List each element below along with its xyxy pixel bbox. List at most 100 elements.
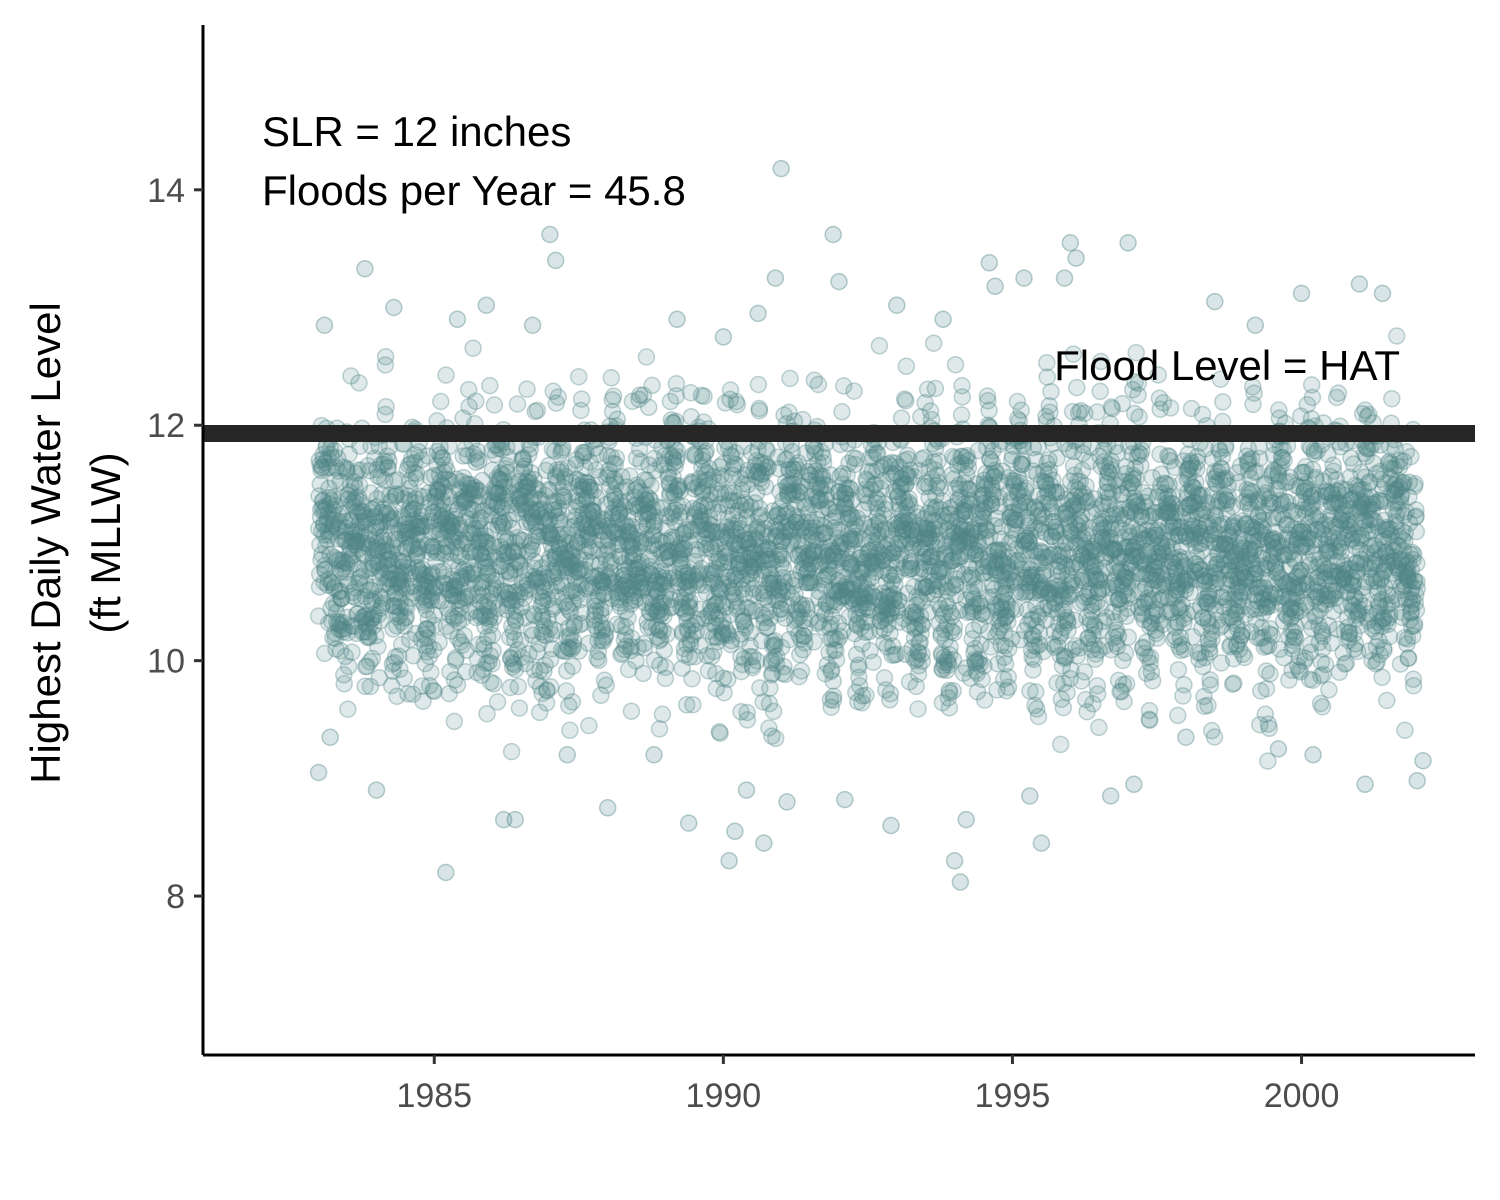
data-point <box>329 506 348 524</box>
data-point <box>429 563 448 581</box>
data-point <box>356 677 374 696</box>
data-point <box>1169 706 1187 725</box>
data-point <box>391 563 410 581</box>
data-point <box>326 471 344 490</box>
data-point <box>327 640 345 658</box>
data-point <box>384 575 403 594</box>
data-point <box>728 395 746 414</box>
data-point <box>381 570 400 588</box>
data-point <box>388 597 406 616</box>
data-point <box>395 669 413 687</box>
data-point <box>346 532 364 551</box>
data-point <box>386 648 405 666</box>
data-point <box>370 513 389 531</box>
data-point <box>358 657 376 676</box>
data-point <box>338 461 356 479</box>
data-point <box>377 505 396 524</box>
data-point <box>401 492 420 510</box>
data-point <box>926 379 945 398</box>
data-point <box>356 575 375 594</box>
data-point <box>394 558 413 576</box>
data-point <box>909 700 927 718</box>
data-point <box>1175 675 1193 694</box>
data-point <box>396 523 414 541</box>
data-point <box>371 587 390 606</box>
data-point <box>354 502 372 521</box>
data-point <box>1275 451 1293 469</box>
data-point <box>407 469 425 488</box>
data-point <box>425 616 444 635</box>
data-point <box>400 479 419 498</box>
data-point <box>356 607 374 625</box>
data-point <box>404 647 423 665</box>
data-point <box>549 388 567 406</box>
data-point <box>357 615 376 633</box>
data-point <box>413 677 431 695</box>
data-point <box>442 622 460 640</box>
data-point <box>402 503 421 522</box>
data-point <box>392 576 410 594</box>
data-point <box>563 693 582 711</box>
data-point <box>406 490 425 508</box>
data-point <box>362 610 380 628</box>
data-point <box>407 524 426 543</box>
data-point <box>355 607 374 626</box>
data-point <box>391 592 409 611</box>
data-point <box>455 626 473 645</box>
data-point <box>756 478 775 496</box>
data-point <box>410 562 429 581</box>
data-point <box>399 558 417 577</box>
data-point <box>385 471 403 490</box>
data-point <box>429 481 447 500</box>
data-point <box>437 617 456 636</box>
data-point <box>356 588 375 606</box>
data-point <box>333 555 352 573</box>
data-point <box>411 565 430 584</box>
data-point <box>365 605 383 624</box>
data-point <box>634 664 652 683</box>
data-point <box>411 511 429 530</box>
data-point <box>342 511 361 530</box>
data-point <box>1116 644 1135 662</box>
data-point <box>344 529 362 547</box>
data-point <box>426 487 444 506</box>
data-point <box>349 604 367 623</box>
data-point <box>423 537 442 556</box>
data-point <box>378 552 396 570</box>
data-point <box>314 502 333 520</box>
data-point <box>342 476 360 495</box>
data-point <box>424 540 443 559</box>
data-point <box>738 711 757 729</box>
data-point <box>1140 711 1159 730</box>
data-point <box>361 677 380 696</box>
data-point <box>379 543 398 562</box>
data-point <box>432 510 451 528</box>
data-point <box>438 516 457 535</box>
data-point <box>315 515 333 533</box>
data-point <box>373 513 392 531</box>
data-point <box>399 685 417 703</box>
data-point <box>404 577 422 595</box>
data-point <box>332 620 351 639</box>
data-point <box>437 366 455 384</box>
data-point <box>332 616 350 634</box>
data-point <box>352 461 371 479</box>
data-point <box>378 458 397 476</box>
data-point <box>366 449 384 468</box>
data-point <box>658 625 676 643</box>
data-point <box>441 662 459 681</box>
data-point <box>351 493 370 511</box>
data-point <box>359 627 378 646</box>
data-point <box>946 355 965 374</box>
scatter-points <box>309 159 1432 891</box>
data-point <box>374 594 392 612</box>
data-point <box>370 668 389 687</box>
data-point <box>464 339 482 357</box>
data-point <box>419 574 437 592</box>
data-point <box>397 539 415 558</box>
data-point <box>405 463 423 482</box>
data-point <box>399 487 418 505</box>
data-point <box>436 470 454 489</box>
data-point <box>379 459 397 477</box>
data-point <box>325 548 344 567</box>
